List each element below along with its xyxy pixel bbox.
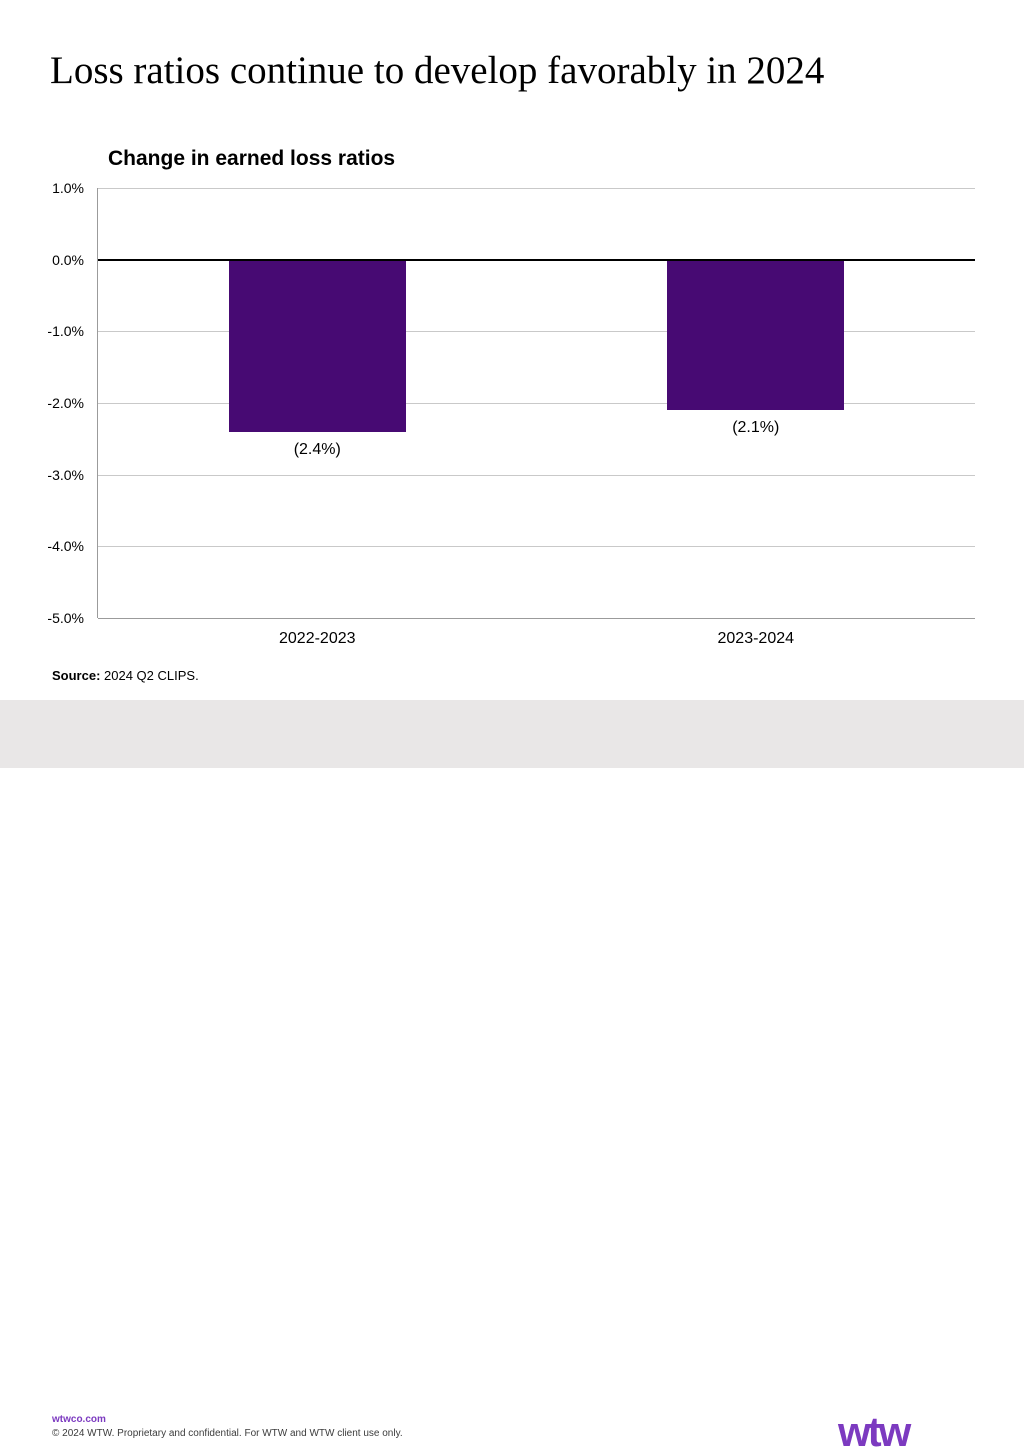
wtw-logo: wtw (838, 1408, 911, 1455)
y-axis-tick-label: 1.0% (52, 180, 84, 196)
x-axis-tick-label: 2022-2023 (278, 630, 356, 647)
y-axis-tick-label: -5.0% (47, 610, 84, 626)
zero-axis-line (98, 258, 975, 261)
y-axis-tick-label: -4.0% (47, 538, 84, 555)
bar-2022-2023 (228, 260, 406, 432)
chart-title: Change in earned loss ratios (108, 147, 396, 170)
page-title: Loss ratios continue to develop favorabl… (50, 49, 825, 92)
gridline (98, 403, 975, 404)
source-text: 2024 Q2 CLIPS. (100, 668, 199, 683)
bar-value-label: (2.1%) (732, 419, 780, 437)
y-axis-tick-label: -1.0% (47, 323, 84, 340)
x-axis-tick-label: 2023-2024 (717, 630, 795, 647)
y-axis-tick-label: -2.0% (47, 395, 84, 411)
y-axis-tick-label: 0.0% (52, 251, 84, 268)
gridline (98, 546, 975, 548)
bar-2023-2024 (667, 260, 845, 411)
footer: wtwco.com © 2024 WTW. Proprietary and co… (0, 700, 1024, 1453)
slide: Loss ratios continue to develop favorabl… (0, 49, 1024, 1453)
footer-copyright: © 2024 WTW. Proprietary and confidential… (52, 1428, 403, 1439)
y-axis-tick-label: -3.0% (47, 466, 84, 483)
gridline (98, 618, 975, 619)
bar-value-label: (2.4%) (293, 440, 341, 458)
footer-url-link[interactable]: wtwco.com (52, 1414, 106, 1425)
gridline (98, 331, 975, 333)
source-label: Source: (52, 668, 101, 683)
gridline (98, 188, 975, 189)
plot-area: 1.0% 0.0% -1.0% -2.0% -3.0% -4.0% -5.0% (2.4%) 2… (47, 180, 975, 647)
source-note: Source: 2024 Q2 CLIPS. (52, 668, 199, 683)
gridline (98, 474, 975, 476)
